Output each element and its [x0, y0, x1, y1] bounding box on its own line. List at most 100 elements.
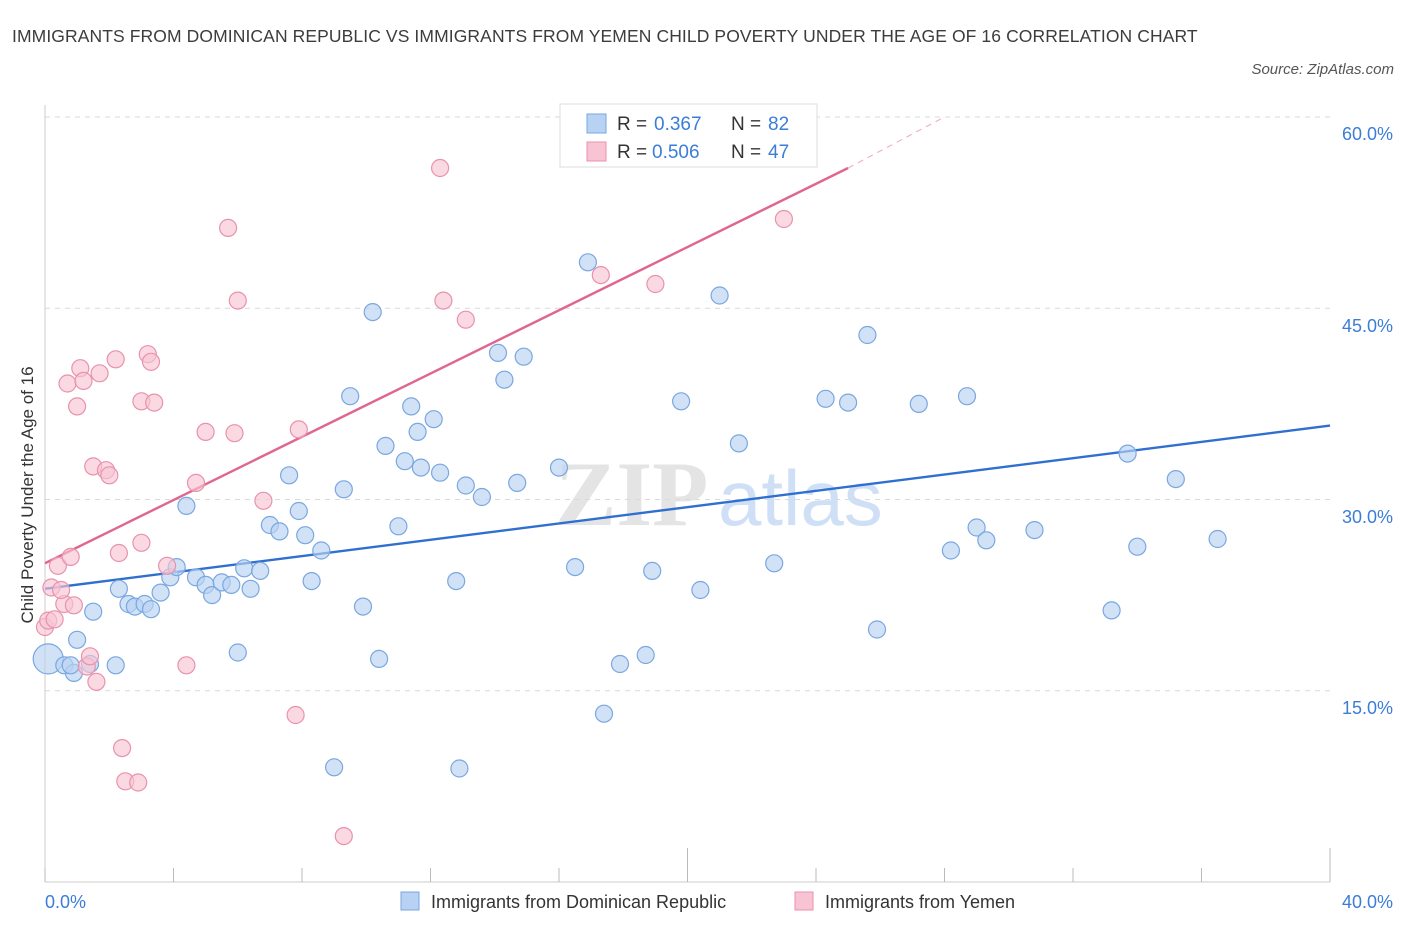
point-dominican [289, 501, 308, 521]
point-dominican [450, 759, 469, 778]
point-dominican [228, 643, 247, 662]
point-dominican [456, 476, 475, 495]
bottom-legend-swatch-yemen [794, 891, 814, 911]
point-yemen [48, 556, 68, 575]
point-dominican [67, 630, 87, 649]
point-dominican [431, 463, 450, 482]
point-yemen [591, 266, 610, 285]
legend: R = 0.367 N = 82 R = 0.506 N = 47 [559, 103, 818, 168]
point-dominican [109, 579, 129, 598]
point-dominican [203, 585, 222, 605]
point-dominican [1025, 520, 1044, 540]
legend-r-value: 0.506 [652, 142, 700, 163]
y-tick-label: 15.0% [1342, 698, 1393, 718]
point-dominican [967, 518, 986, 537]
point-yemen [51, 580, 71, 600]
point-dominican [957, 387, 977, 406]
point-yemen [334, 826, 353, 846]
point-dominican [1102, 601, 1121, 620]
point-dominican [643, 561, 662, 581]
point-dominican [376, 436, 395, 455]
point-dominican [508, 473, 527, 492]
point-yemen [434, 291, 453, 310]
point-dominican [488, 343, 508, 362]
point-dominican [549, 458, 569, 477]
point-dominican [1208, 529, 1227, 549]
point-dominican [729, 434, 749, 453]
point-dominican [594, 704, 614, 723]
point-yemen [100, 466, 119, 485]
trend-line-yemen-extension [847, 116, 945, 169]
point-dominican [977, 531, 996, 550]
point-dominican [636, 645, 655, 665]
point-dominican [296, 526, 315, 545]
point-yemen [456, 310, 475, 329]
point-dominican [151, 583, 170, 602]
point-yemen [90, 364, 109, 383]
point-dominican [610, 654, 630, 674]
point-dominican [370, 649, 389, 669]
point-dominican [325, 758, 344, 777]
point-yemen [58, 374, 77, 393]
point-yemen [64, 596, 84, 615]
point-yemen [219, 218, 238, 237]
point-dominican [106, 656, 125, 675]
point-dominican [389, 517, 408, 536]
point-yemen [45, 610, 64, 629]
legend-r-label: R = [617, 142, 647, 163]
point-yemen [112, 738, 132, 758]
point-dominican [909, 394, 928, 413]
point-dominican [302, 571, 321, 591]
x-tick-label-min: 0.0% [45, 892, 86, 912]
watermark-zip: ZIP [555, 443, 708, 545]
trend-line-dominican [44, 424, 1331, 590]
point-yemen [228, 291, 247, 310]
point-yemen [141, 352, 161, 371]
legend-n-label: N = [731, 142, 761, 163]
trend-line-yemen [44, 166, 849, 565]
bottom-legend-yemen: Immigrants from Yemen [825, 892, 1015, 912]
legend-n-value: 47 [768, 142, 789, 163]
point-dominican [222, 575, 241, 595]
point-dominican [514, 347, 533, 366]
point-yemen [145, 393, 164, 412]
legend-n-value: 82 [768, 114, 789, 135]
point-yemen [646, 274, 665, 294]
point-yemen [289, 420, 308, 439]
point-dominican [312, 541, 331, 560]
point-yemen [254, 491, 273, 510]
point-dominican [565, 557, 585, 577]
x-tick-label-max: 40.0% [1342, 892, 1393, 912]
point-dominican [61, 656, 80, 675]
point-dominican [141, 600, 161, 619]
point-dominican [424, 410, 443, 429]
point-dominican [578, 253, 598, 272]
point-yemen [61, 547, 80, 567]
point-yemen [774, 209, 794, 229]
point-dominican [341, 387, 360, 406]
trend-lines [44, 116, 1331, 590]
y-axis-label: Child Poverty Under the Age of 16 [18, 366, 37, 623]
point-yemen [129, 773, 148, 792]
point-dominican [495, 370, 514, 389]
point-dominican [671, 392, 691, 411]
point-yemen [431, 158, 450, 178]
point-dominican [270, 522, 289, 541]
point-dominican [395, 452, 414, 471]
point-yemen [106, 350, 125, 369]
legend-swatch-dominican [586, 113, 607, 134]
point-dominican [280, 466, 299, 485]
point-yemen [80, 647, 100, 666]
point-dominican [838, 393, 858, 412]
y-tick-label: 30.0% [1342, 507, 1393, 527]
bottom-legend: Immigrants from Dominican Republic Immig… [400, 891, 1015, 912]
point-dominican [447, 571, 466, 591]
point-dominican [765, 554, 784, 573]
legend-r-label: R = [617, 114, 647, 135]
point-yemen [67, 397, 87, 416]
chart-title: IMMIGRANTS FROM DOMINICAN REPUBLIC VS IM… [12, 26, 1198, 46]
point-dominican [858, 325, 877, 345]
point-dominican [408, 422, 427, 441]
point-dominican [1118, 444, 1137, 463]
